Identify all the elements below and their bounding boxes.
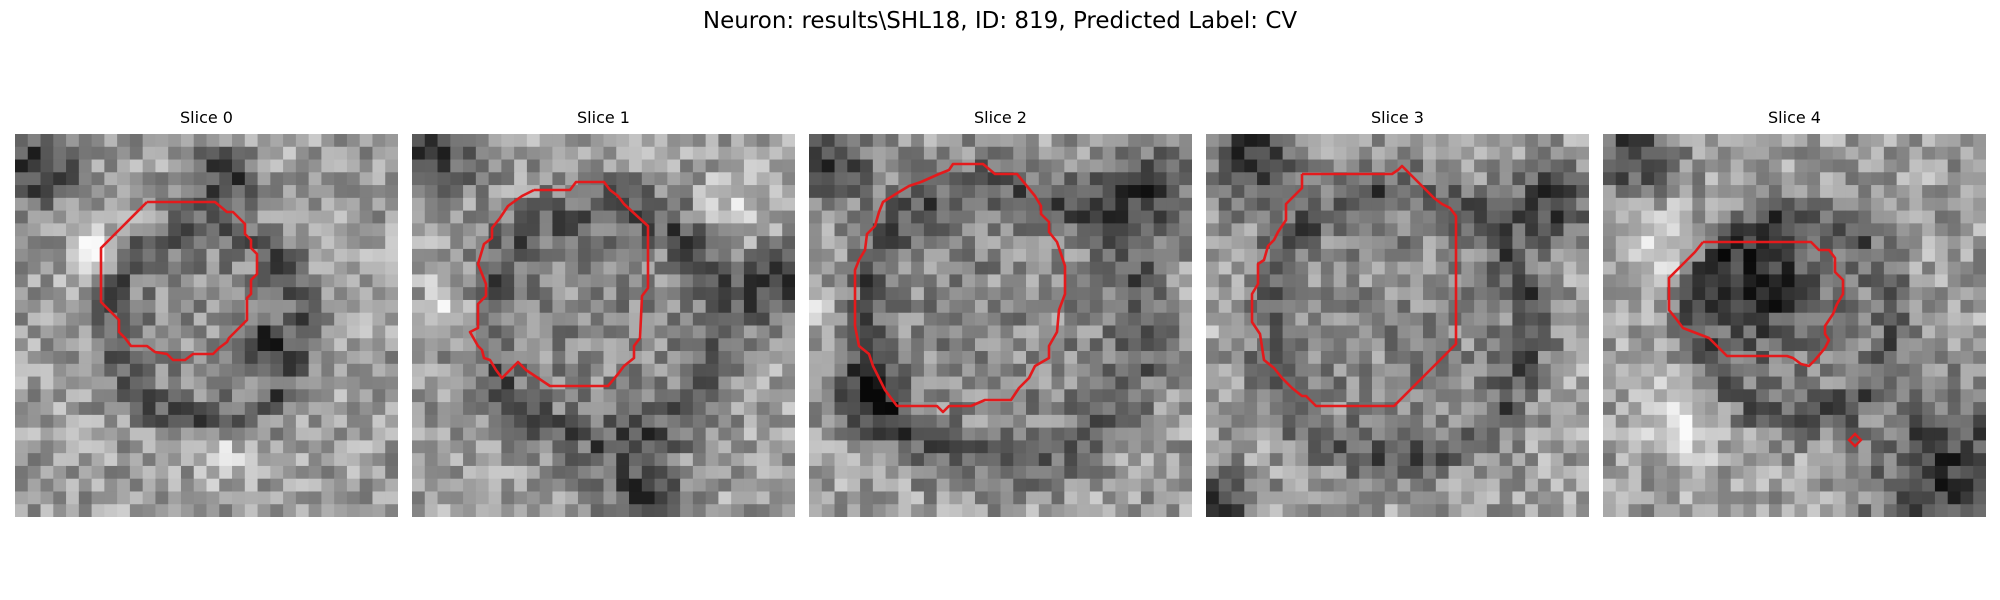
slice-1-contour <box>468 180 650 388</box>
slice-0-title: Slice 0 <box>180 108 233 127</box>
slice-4-title: Slice 4 <box>1768 108 1821 127</box>
slice-2-canvas <box>809 134 1192 517</box>
slice-3-image <box>1206 134 1589 517</box>
slice-0-canvas <box>15 134 398 517</box>
slice-1-title: Slice 1 <box>577 108 630 127</box>
slice-2-contour <box>853 162 1067 414</box>
slice-1-canvas <box>412 134 795 517</box>
figure-title: Neuron: results\SHL18, ID: 819, Predicte… <box>702 8 1298 34</box>
slice-2-image <box>809 134 1192 517</box>
slice-0-contour <box>99 200 259 362</box>
slice-3-title: Slice 3 <box>1371 108 1424 127</box>
slice-2-title: Slice 2 <box>974 108 1027 127</box>
slice-0-image <box>15 134 398 517</box>
slice-3-contour <box>1250 164 1458 408</box>
slice-1-image <box>412 134 795 517</box>
slice-4-image <box>1603 134 1986 517</box>
slice-3-canvas <box>1206 134 1589 517</box>
slice-4-canvas <box>1603 134 1986 517</box>
slice-4-contour-fragment <box>1847 432 1863 448</box>
slice-4-contour <box>1667 240 1845 368</box>
